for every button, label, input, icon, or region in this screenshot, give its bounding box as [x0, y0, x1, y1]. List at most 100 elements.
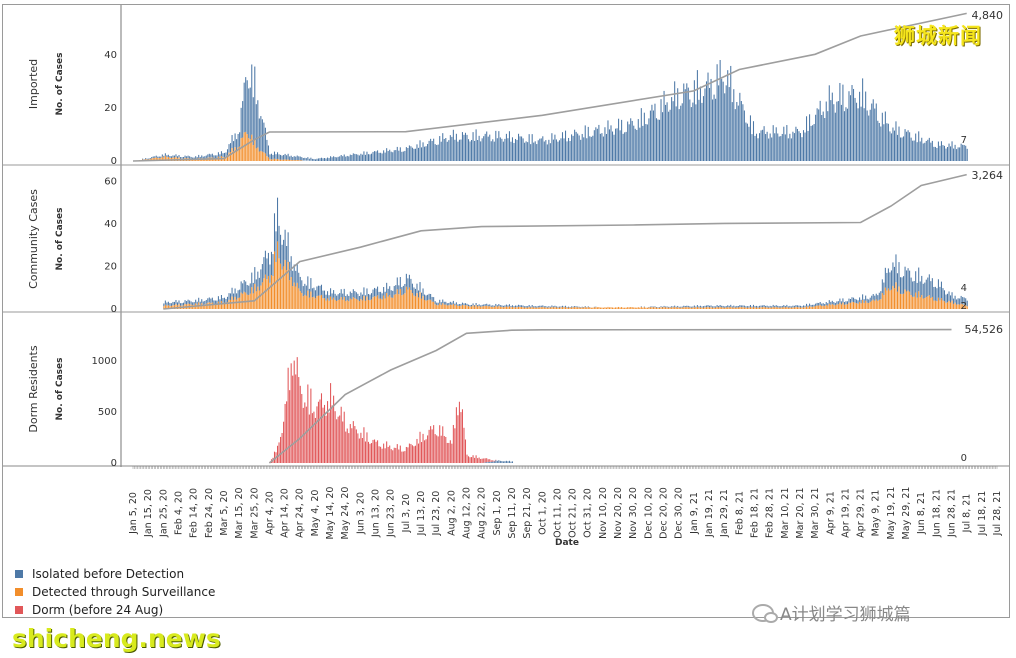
bar-segment — [951, 300, 953, 309]
bar-segment — [463, 305, 465, 309]
bar-segment — [295, 374, 297, 463]
panel-label: Imported — [27, 59, 40, 109]
y-tick-label: 20 — [104, 103, 117, 114]
bar-segment — [546, 307, 548, 309]
bar-segment — [771, 307, 773, 309]
bar-segment — [672, 307, 674, 309]
bar-segment — [193, 302, 195, 305]
bar-segment — [899, 277, 902, 294]
x-tick-label: May 29, 21 — [901, 487, 912, 540]
bar-segment — [510, 461, 512, 463]
bar-segment — [389, 294, 391, 309]
bar-segment — [780, 307, 782, 309]
bar-segment — [689, 307, 691, 309]
bar-segment — [672, 306, 674, 308]
bar-segment — [272, 154, 274, 160]
x-tick-label: Apr 19, 21 — [840, 488, 851, 538]
bar-segment — [377, 295, 379, 309]
bar-segment — [766, 307, 768, 309]
bar-segment — [189, 300, 191, 304]
x-tick-label: Jul 18, 21 — [977, 491, 988, 537]
bar-segment — [493, 307, 495, 309]
bar-segment — [519, 306, 521, 309]
bar-segment — [783, 126, 785, 161]
bar-segment — [228, 152, 230, 161]
cumulative-line — [163, 173, 967, 310]
bar-segment — [960, 303, 962, 309]
bar-segment — [178, 304, 180, 309]
bar-segment — [160, 156, 162, 159]
bar-segment — [330, 156, 332, 161]
bar-segment — [649, 306, 651, 308]
bar-segment — [323, 404, 326, 463]
bar-segment — [595, 127, 597, 161]
bar-segment — [504, 306, 506, 309]
bar-segment — [175, 304, 177, 309]
bar-segment — [284, 229, 286, 260]
bar-segment — [154, 156, 156, 158]
bar-segment — [655, 307, 658, 308]
bar-segment — [913, 140, 915, 161]
bar-segment — [310, 157, 312, 161]
bar-segment — [427, 435, 429, 463]
legend-swatch-dorm — [15, 606, 23, 614]
bar-segment — [389, 445, 391, 463]
bar-segment — [575, 307, 577, 309]
bar-segment — [251, 287, 253, 309]
bar-segment — [784, 134, 786, 161]
bar-segment — [642, 307, 644, 309]
bar-segment — [734, 109, 736, 161]
bar-segment — [414, 148, 416, 161]
bar-segment — [642, 125, 644, 161]
bar-segment — [355, 298, 357, 309]
bar-segment — [527, 142, 529, 161]
bar-segment — [343, 288, 345, 297]
bar-segment — [896, 291, 899, 309]
bar-segment — [307, 157, 309, 161]
bar-segment — [220, 295, 222, 301]
bar-segment — [381, 448, 383, 463]
bar-segment — [325, 415, 327, 463]
bar-segment — [333, 156, 335, 161]
bar-segment — [393, 286, 395, 295]
bar-segment — [436, 435, 438, 463]
bar-segment — [225, 298, 227, 304]
bar-segment — [966, 306, 968, 309]
bar-segment — [457, 415, 459, 463]
bar-segment — [927, 296, 929, 309]
bar-segment — [317, 285, 319, 296]
bar-segment — [719, 306, 721, 309]
bar-segment — [856, 299, 858, 304]
bar-segment — [433, 301, 435, 309]
bar-segment — [455, 407, 457, 463]
bar-segment — [348, 295, 350, 302]
bar-segment — [370, 443, 373, 463]
bar-segment — [446, 303, 448, 306]
bar-segment — [146, 158, 148, 160]
bar-segment — [802, 130, 805, 161]
bar-segment — [657, 119, 659, 161]
bar-segment — [665, 104, 667, 161]
bar-segment — [516, 139, 518, 161]
bar-segment — [293, 160, 295, 161]
bar-segment — [539, 307, 541, 309]
bar-segment — [663, 306, 665, 309]
bar-segment — [422, 288, 424, 297]
bar-segment — [258, 151, 260, 161]
panel-label: Community Cases — [27, 189, 40, 289]
x-tick-label: Sep 11, 20 — [507, 487, 518, 538]
bar-segment — [704, 88, 706, 161]
bar-segment — [486, 303, 488, 306]
bar-segment — [243, 291, 245, 309]
bar-segment — [286, 401, 288, 463]
bar-segment — [260, 150, 262, 161]
bar-segment — [727, 307, 729, 309]
bar-segment — [577, 306, 579, 308]
bar-segment — [349, 154, 351, 161]
bar-segment — [865, 295, 867, 301]
bar-segment — [937, 297, 939, 309]
bar-segment — [352, 289, 354, 298]
bar-segment — [518, 133, 520, 161]
bar-segment — [345, 156, 347, 161]
bar-segment — [502, 307, 504, 309]
